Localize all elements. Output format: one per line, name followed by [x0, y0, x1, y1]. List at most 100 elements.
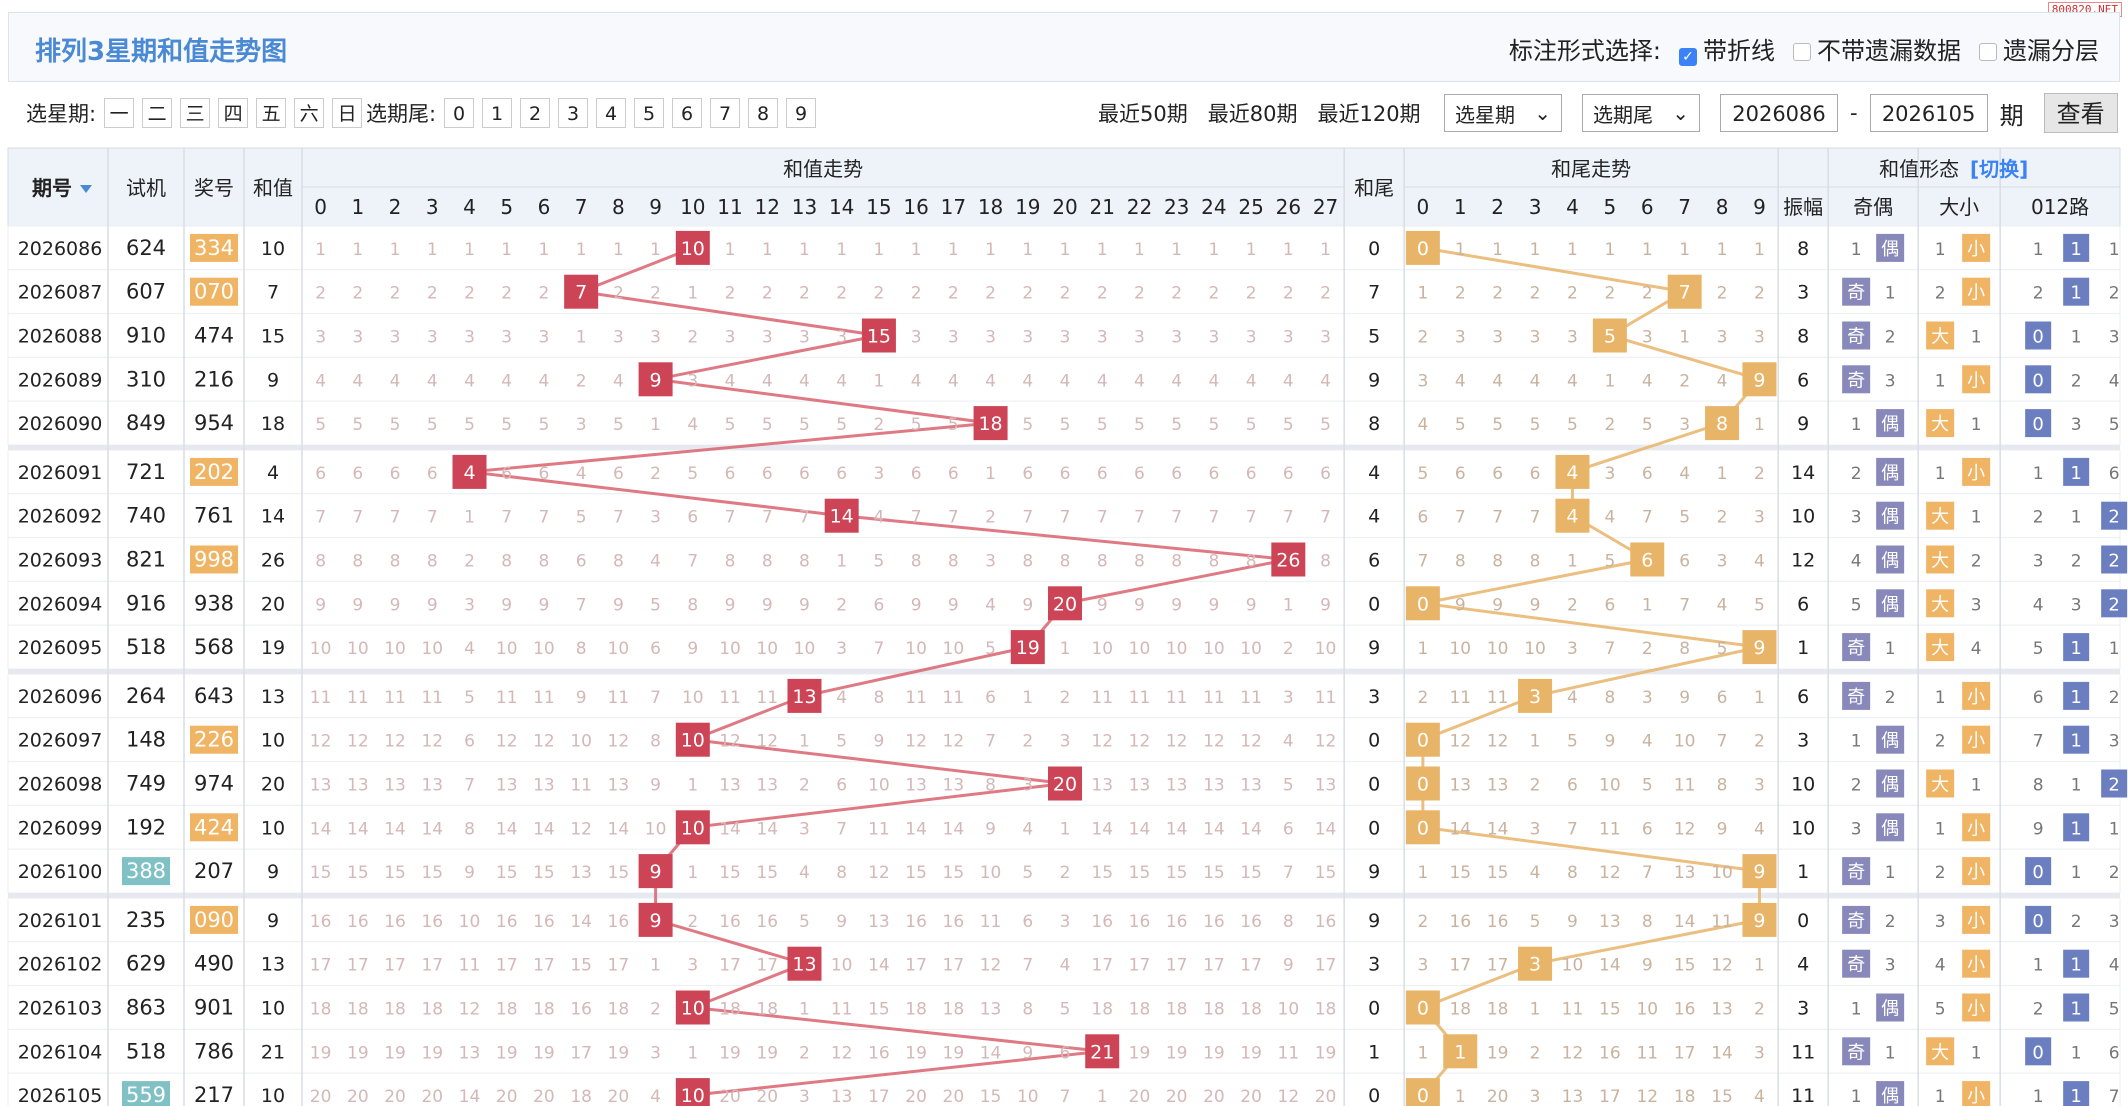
recent-50-link[interactable]: 最近50期	[1098, 102, 1188, 126]
sum-miss: 3	[1246, 328, 1257, 348]
weekday-thu[interactable]: 四	[218, 98, 249, 128]
sum-col-header: 18	[978, 195, 1003, 219]
r012-hit	[2063, 813, 2090, 842]
weekday-mon[interactable]: 一	[104, 98, 135, 128]
query-button[interactable]: 查看	[2043, 93, 2118, 133]
tail-hit-ball	[1405, 230, 1440, 265]
sum-miss: 8	[315, 552, 326, 572]
sum-cell: 10	[261, 817, 285, 839]
tail-miss: 3	[1604, 464, 1615, 484]
tail-0[interactable]: 0	[444, 98, 475, 128]
bs-miss: 2	[1971, 552, 1982, 572]
tail-col-header: 4	[1566, 195, 1579, 219]
checkbox-checked-icon[interactable]: ✓	[1679, 48, 1697, 66]
tail-9[interactable]: 9	[786, 98, 817, 128]
tail-8[interactable]: 8	[748, 98, 779, 128]
tail-miss: 1	[1530, 732, 1541, 752]
tail-cell: 0	[1368, 817, 1380, 839]
sum-miss: 17	[868, 1087, 890, 1106]
tail-hit-ball	[1405, 1078, 1440, 1106]
start-issue-input[interactable]: 2026086	[1720, 94, 1838, 132]
oe-miss: 3	[1885, 956, 1896, 976]
tail-5[interactable]: 5	[634, 98, 665, 128]
sum-miss: 3	[762, 328, 773, 348]
r012-miss: 6	[2109, 464, 2120, 484]
tail-2[interactable]: 2	[520, 98, 551, 128]
sum-miss: 11	[533, 688, 555, 708]
checkbox-icon[interactable]	[1793, 43, 1811, 61]
option-polyline[interactable]: ✓ 带折线	[1679, 31, 1775, 66]
tail-miss: 13	[1449, 776, 1471, 796]
r012-value: 1	[2070, 955, 2081, 976]
sum-miss: 16	[310, 912, 332, 932]
oe-hit	[1842, 949, 1871, 978]
sum-miss: 20	[347, 1087, 369, 1106]
sum-miss: 9	[1246, 595, 1257, 615]
sum-miss: 3	[1208, 328, 1219, 348]
sum-miss: 3	[985, 552, 996, 572]
tail-miss: 16	[1487, 912, 1509, 932]
sum-miss: 6	[1060, 1043, 1071, 1063]
sum-hit-number: 7	[575, 282, 587, 304]
bs-miss: 5	[1935, 1000, 1946, 1020]
sum-miss: 1	[613, 240, 624, 260]
checkbox-icon[interactable]	[1979, 43, 1997, 61]
tail-miss: 4	[1567, 371, 1578, 391]
sum-miss: 1	[1060, 639, 1071, 659]
tail-miss: 4	[1679, 464, 1690, 484]
sum-miss: 9	[501, 595, 512, 615]
tail-miss: 2	[1679, 371, 1690, 391]
tail-miss: 10	[1562, 956, 1584, 976]
r012-miss: 1	[2109, 819, 2120, 839]
amp-cell: 10	[1791, 506, 1815, 528]
tail-miss: 4	[1530, 371, 1541, 391]
sum-miss: 10	[645, 819, 667, 839]
sum-miss: 3	[390, 328, 401, 348]
recent-120-link[interactable]: 最近120期	[1317, 102, 1421, 126]
recent-80-link[interactable]: 最近80期	[1207, 102, 1298, 126]
sum-miss: 11	[868, 819, 890, 839]
issue-cell: 2026098	[18, 774, 103, 796]
sum-col-header: 20	[1052, 195, 1077, 219]
sum-miss: 12	[1129, 732, 1151, 752]
bs-hit	[1926, 321, 1955, 350]
tail-3[interactable]: 3	[558, 98, 589, 128]
tail-cell: 9	[1368, 910, 1380, 932]
tail-miss: 6	[1604, 595, 1615, 615]
sum-miss: 12	[459, 1000, 481, 1020]
sum-miss: 9	[1171, 595, 1182, 615]
tail-4[interactable]: 4	[596, 98, 627, 128]
sum-col-header: 2	[389, 195, 402, 219]
weekday-wed[interactable]: 三	[180, 98, 211, 128]
tail-1[interactable]: 1	[482, 98, 513, 128]
sum-header: 和值	[253, 176, 293, 200]
tail-select[interactable]: 选期尾 ⌄	[1582, 94, 1700, 132]
weekday-sat[interactable]: 六	[294, 98, 325, 128]
tail-7[interactable]: 7	[710, 98, 741, 128]
sum-miss: 1	[1022, 240, 1033, 260]
switch-link[interactable]: [切换]	[1970, 157, 2028, 181]
prize-cell: 761	[194, 504, 234, 528]
tail-cell: 0	[1368, 1085, 1380, 1106]
group-separator	[8, 669, 2120, 674]
sum-miss: 13	[608, 776, 630, 796]
weekday-fri[interactable]: 五	[256, 98, 287, 128]
weekday-tue[interactable]: 二	[142, 98, 173, 128]
sum-miss: 1	[576, 328, 587, 348]
r012-miss: 8	[2033, 776, 2044, 796]
sum-miss: 4	[464, 371, 475, 391]
end-issue-input[interactable]: 2026105	[1869, 94, 1988, 132]
weekday-sun[interactable]: 日	[332, 98, 363, 128]
tail-miss: 9	[1492, 595, 1503, 615]
option-layer[interactable]: 遗漏分层	[1979, 31, 2099, 66]
tail-6[interactable]: 6	[672, 98, 703, 128]
sum-miss: 4	[985, 595, 996, 615]
bs-miss: 2	[1935, 732, 1946, 752]
bs-miss: 1	[1971, 508, 1982, 528]
tail-miss: 3	[1754, 508, 1765, 528]
tail-hit-number: 5	[1604, 326, 1616, 348]
option-no-miss[interactable]: 不带遗漏数据	[1793, 31, 1961, 66]
tail-miss: 10	[1524, 639, 1546, 659]
week-select[interactable]: 选星期 ⌄	[1444, 94, 1562, 132]
bs-hit	[1962, 365, 1991, 394]
